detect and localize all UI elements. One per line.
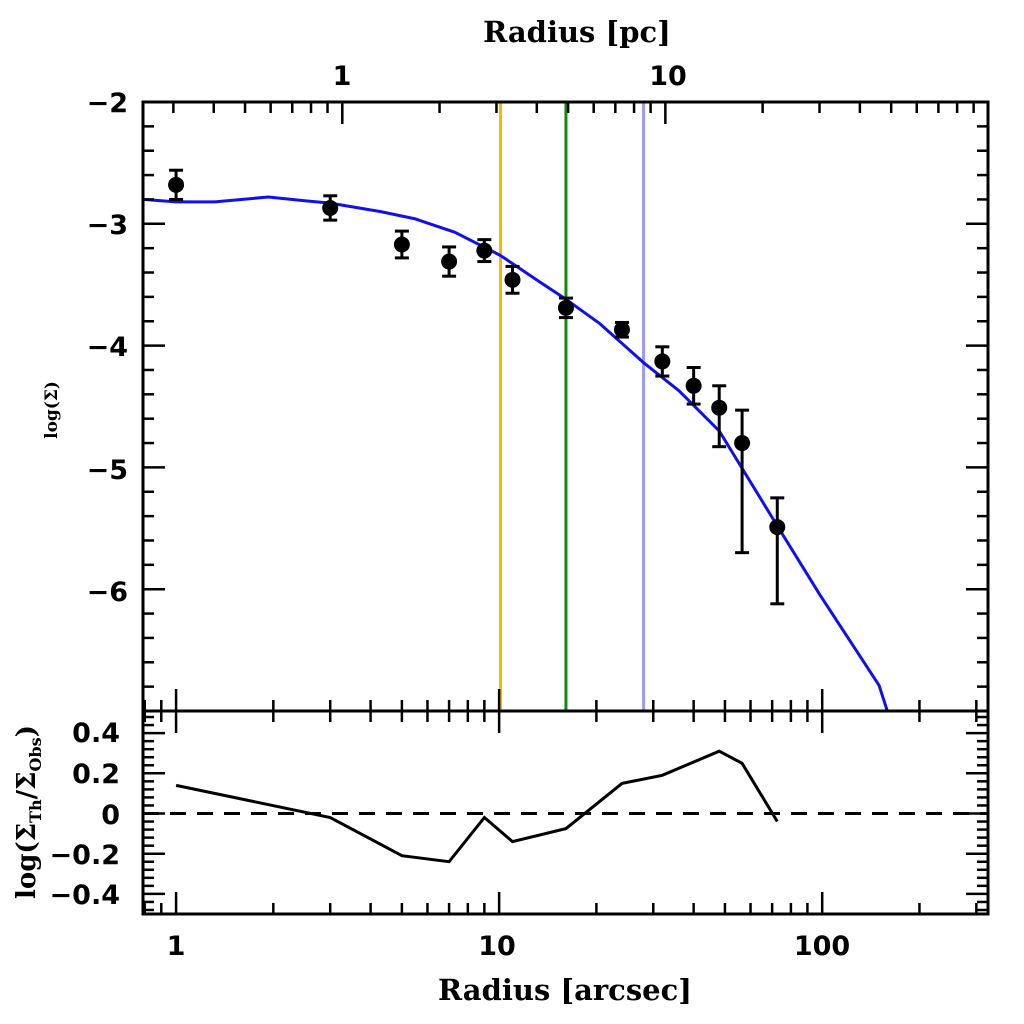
residual-y-tick-label: −0.4 — [50, 880, 120, 911]
model-curve — [142, 195, 889, 712]
y-tick-label: −2 — [87, 88, 128, 119]
data-point — [476, 238, 493, 264]
data-points-group — [168, 168, 786, 606]
x-tick-label: 100 — [794, 931, 850, 962]
data-point — [685, 366, 702, 406]
y-tick-label: −6 — [87, 577, 128, 608]
data-marker — [557, 299, 574, 316]
data-marker — [711, 399, 728, 416]
residual-line — [175, 749, 779, 864]
data-point — [769, 496, 786, 606]
y-tick-label: −5 — [87, 455, 128, 486]
data-point — [557, 296, 574, 320]
residual-group — [143, 749, 988, 864]
residual-ylabel-main: log(Σ — [12, 823, 42, 899]
x-tick-label: 1 — [167, 931, 186, 962]
x-tick-label: 10 — [478, 931, 516, 962]
x-axis-title: Radius [arcsec] — [438, 973, 692, 1007]
data-point — [322, 194, 339, 222]
data-marker — [769, 519, 786, 536]
residual-y-tick-label: −0.2 — [50, 840, 120, 871]
x2-tick-label: 10 — [649, 61, 687, 92]
data-marker — [393, 236, 410, 253]
data-marker — [504, 271, 521, 288]
data-marker — [476, 242, 493, 259]
residual-ylabel-sub2: Obs — [26, 737, 45, 771]
y-tick-label: −3 — [87, 210, 128, 241]
residual-y-tick-label: 0.4 — [72, 718, 120, 749]
residual-y-axis-title: log(ΣTh/ΣObs) — [12, 725, 45, 899]
data-point — [168, 168, 185, 201]
residual-ylabel-end: ) — [12, 725, 42, 737]
axis-ticks — [143, 102, 988, 914]
residual-y-tick-label: 0 — [101, 800, 120, 831]
data-marker — [168, 176, 185, 193]
data-point — [393, 229, 410, 260]
residual-ylabel-sub1: Th — [26, 799, 45, 823]
data-point — [504, 264, 521, 295]
data-point — [711, 384, 728, 449]
data-point — [654, 345, 671, 378]
data-marker — [685, 377, 702, 394]
data-point — [441, 245, 458, 278]
data-marker — [654, 353, 671, 370]
residual-ylabel-mid: /Σ — [12, 771, 42, 799]
x2-tick-label: 1 — [333, 61, 352, 92]
model-curve-group — [142, 195, 889, 712]
y-axis-title: log(Σ) — [42, 381, 62, 439]
vertical-lines — [499, 102, 646, 711]
data-marker — [441, 253, 458, 270]
data-point — [613, 320, 630, 339]
data-marker — [734, 435, 751, 452]
data-marker — [613, 321, 630, 338]
residual-y-tick-label: 0.2 — [72, 759, 120, 790]
data-point — [734, 408, 751, 555]
bottom-panel-frame — [141, 709, 990, 916]
data-marker — [322, 199, 339, 216]
x2-axis-title: Radius [pc] — [483, 15, 671, 49]
y-tick-label: −4 — [87, 332, 128, 363]
